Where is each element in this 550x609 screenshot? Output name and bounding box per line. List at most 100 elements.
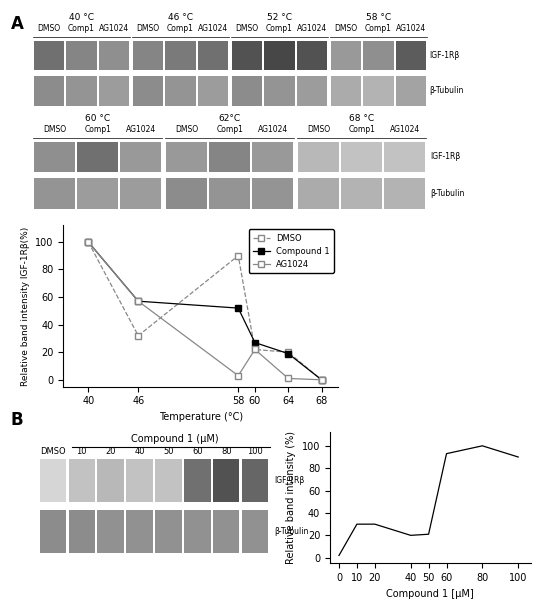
Text: DMSO: DMSO [136, 24, 160, 33]
Text: Comp1: Comp1 [365, 24, 392, 33]
Text: β-Tubulin: β-Tubulin [430, 189, 465, 198]
Bar [78, 178, 118, 209]
Legend: DMSO, Compound 1, AG1024: DMSO, Compound 1, AG1024 [249, 230, 334, 273]
AG1024 [85, 238, 91, 245]
Bar [342, 178, 382, 209]
X-axis label: Compound 1 [μM]: Compound 1 [μM] [387, 589, 474, 599]
Bar [34, 178, 75, 209]
Bar [133, 76, 163, 105]
Text: AG1024: AG1024 [296, 24, 327, 33]
Text: DMSO: DMSO [334, 24, 358, 33]
Text: 52 °C: 52 °C [267, 13, 292, 23]
Bar [97, 459, 124, 502]
Bar [232, 76, 262, 105]
Text: AG1024: AG1024 [125, 125, 156, 134]
Bar [98, 76, 129, 105]
Text: Comp1: Comp1 [68, 24, 95, 33]
Text: Comp1: Comp1 [167, 24, 194, 33]
Text: IGF-1Rβ: IGF-1Rβ [430, 51, 460, 60]
Bar [120, 141, 161, 172]
Bar [213, 510, 239, 553]
Compound 1 [251, 339, 258, 347]
Bar [342, 141, 382, 172]
Bar [296, 76, 327, 105]
Bar [197, 41, 228, 70]
Text: AG1024: AG1024 [98, 24, 129, 33]
Bar [120, 178, 161, 209]
DMSO [135, 332, 141, 339]
Compound 1 [135, 298, 141, 305]
Bar [40, 510, 66, 553]
Bar [166, 141, 207, 172]
AG1024 [251, 346, 258, 353]
Text: 40 °C: 40 °C [69, 13, 94, 23]
Bar [166, 178, 207, 209]
Bar [363, 41, 394, 70]
Bar [165, 76, 196, 105]
Line: AG1024: AG1024 [85, 239, 324, 383]
Bar [98, 41, 129, 70]
Bar [78, 141, 118, 172]
Text: 50: 50 [163, 447, 174, 456]
Bar [252, 141, 293, 172]
Bar [232, 41, 262, 70]
Y-axis label: Relative band intensity (%): Relative band intensity (%) [287, 431, 296, 565]
Bar [197, 76, 228, 105]
Bar [155, 510, 182, 553]
Bar [34, 41, 64, 70]
Bar [69, 510, 95, 553]
DMSO [285, 348, 292, 356]
Text: 20: 20 [106, 447, 116, 456]
Text: 68 °C: 68 °C [349, 114, 374, 123]
DMSO [318, 376, 325, 384]
X-axis label: Temperature (°C): Temperature (°C) [159, 412, 243, 422]
Text: Comp1: Comp1 [266, 24, 293, 33]
Text: β-Tubulin: β-Tubulin [430, 86, 464, 95]
Bar [210, 178, 250, 209]
Bar [264, 41, 295, 70]
Text: DMSO: DMSO [37, 24, 60, 33]
AG1024 [235, 372, 241, 379]
Bar [126, 510, 153, 553]
Bar [298, 178, 339, 209]
Bar [384, 178, 425, 209]
Text: 62°C: 62°C [218, 114, 241, 123]
Text: DMSO: DMSO [43, 125, 66, 134]
Text: β-Tubulin: β-Tubulin [274, 527, 309, 536]
Text: 100: 100 [247, 447, 263, 456]
Compound 1 [318, 376, 325, 384]
Bar [66, 41, 97, 70]
Line: Compound 1: Compound 1 [85, 239, 324, 383]
Bar [69, 459, 95, 502]
Bar [264, 76, 295, 105]
Text: AG1024: AG1024 [257, 125, 288, 134]
Text: 60: 60 [192, 447, 202, 456]
Text: DMSO: DMSO [307, 125, 330, 134]
Bar [155, 459, 182, 502]
Bar [331, 41, 361, 70]
Bar [252, 178, 293, 209]
Text: AG1024: AG1024 [389, 125, 420, 134]
Text: Comp1: Comp1 [84, 125, 111, 134]
Text: 10: 10 [76, 447, 87, 456]
Text: 58 °C: 58 °C [366, 13, 391, 23]
Bar [331, 76, 361, 105]
Text: Compound 1 (μM): Compound 1 (μM) [131, 434, 218, 444]
Text: DMSO: DMSO [235, 24, 258, 33]
Bar [97, 510, 124, 553]
Y-axis label: Relative band intensity IGF-1Rβ(%): Relative band intensity IGF-1Rβ(%) [20, 227, 30, 385]
Text: IGF-1Rβ: IGF-1Rβ [274, 476, 304, 485]
Text: 80: 80 [221, 447, 232, 456]
Text: DMSO: DMSO [40, 447, 66, 456]
Bar [296, 41, 327, 70]
Bar [184, 510, 211, 553]
Text: AG1024: AG1024 [197, 24, 228, 33]
Compound 1 [235, 304, 241, 312]
Text: DMSO: DMSO [175, 125, 198, 134]
Text: 46 °C: 46 °C [168, 13, 193, 23]
Bar [395, 76, 426, 105]
Text: 40: 40 [134, 447, 145, 456]
Text: 60 °C: 60 °C [85, 114, 110, 123]
Text: Comp1: Comp1 [216, 125, 243, 134]
Line: DMSO: DMSO [85, 239, 324, 383]
